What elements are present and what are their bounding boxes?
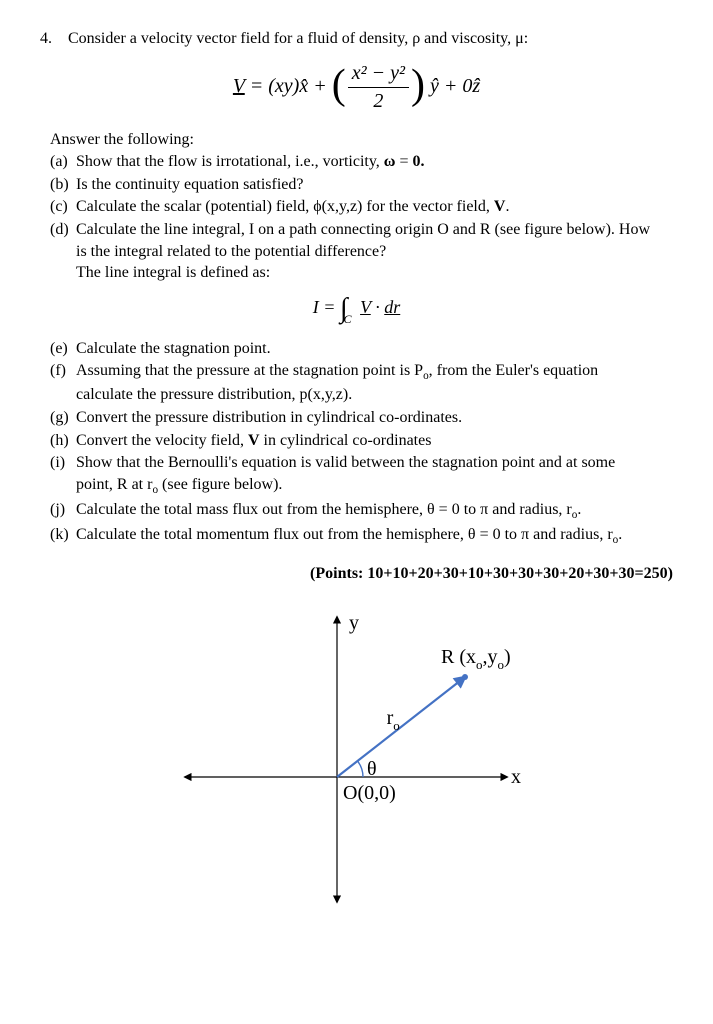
part-text: Assuming that the pressure at the stagna…: [76, 360, 673, 384]
part-row: (a)Show that the flow is irrotational, i…: [50, 151, 673, 173]
int-lhs: I =: [313, 297, 340, 317]
int-V: V: [356, 297, 371, 317]
part-continuation: The line integral is defined as:: [76, 262, 673, 284]
svg-text:x: x: [511, 766, 521, 788]
part-row: (j)Calculate the total mass flux out fro…: [50, 499, 673, 523]
coordinate-figure: y x O(0,0)θ ro R (xo,yo): [167, 602, 547, 912]
svg-text:ro: ro: [386, 707, 399, 733]
part-row: (d)Calculate the line integral, I on a p…: [50, 219, 673, 241]
eq-term1: (xy)x̂ +: [268, 75, 331, 97]
eq-frac-num: x² − y²: [348, 60, 409, 88]
part-text: Calculate the stagnation point.: [76, 338, 673, 360]
svg-text:y: y: [349, 612, 359, 634]
part-text: Convert the pressure distribution in cyl…: [76, 407, 673, 429]
part-label: (k): [50, 524, 76, 548]
part-label: (i): [50, 452, 76, 474]
part-text: Show that the Bernoulli's equation is va…: [76, 452, 673, 474]
part-label: (f): [50, 360, 76, 384]
part-label: (c): [50, 196, 76, 218]
part-continuation: calculate the pressure distribution, p(x…: [76, 384, 673, 406]
part-row: (c)Calculate the scalar (potential) fiel…: [50, 196, 673, 218]
question-number: 4.: [40, 28, 68, 50]
part-label: (h): [50, 430, 76, 452]
main-equation: V = (xy)x̂ + (x² − y²2) ŷ + 0ẑ: [40, 60, 673, 115]
part-text: Convert the velocity field, V in cylindr…: [76, 430, 673, 452]
part-label: (j): [50, 499, 76, 523]
eq-frac-den: 2: [348, 88, 409, 115]
parts-block-1: (a)Show that the flow is irrotational, i…: [50, 151, 673, 284]
int-dr: dr: [384, 297, 400, 317]
part-text: Show that the flow is irrotational, i.e.…: [76, 151, 673, 173]
part-row: (e)Calculate the stagnation point.: [50, 338, 673, 360]
int-V-sym: V: [360, 297, 371, 317]
part-continuation: point, R at ro (see figure below).: [76, 474, 673, 498]
eq-tail: ŷ + 0ẑ: [425, 75, 480, 97]
parts-block-2: (e)Calculate the stagnation point.(f)Ass…: [50, 338, 673, 549]
part-row: (b)Is the continuity equation satisfied?: [50, 174, 673, 196]
svg-text:θ: θ: [367, 758, 377, 780]
part-label: (d): [50, 219, 76, 241]
part-text: Calculate the line integral, I on a path…: [76, 219, 673, 241]
part-text: Calculate the scalar (potential) field, …: [76, 196, 673, 218]
eq-rparen: ): [411, 62, 425, 108]
part-row: (i)Show that the Bernoulli's equation is…: [50, 452, 673, 474]
svg-text:R (xo,yo): R (xo,yo): [441, 646, 511, 672]
part-text: Calculate the total mass flux out from t…: [76, 499, 673, 523]
part-text: Is the continuity equation satisfied?: [76, 174, 673, 196]
part-label: (a): [50, 151, 76, 173]
part-label: (e): [50, 338, 76, 360]
part-continuation: is the integral related to the potential…: [76, 241, 673, 263]
question-intro: Consider a velocity vector field for a f…: [68, 28, 528, 50]
eq-lparen: (: [332, 62, 346, 108]
integral-sub: C: [344, 312, 352, 326]
eq-fraction: x² − y²2: [348, 60, 409, 115]
eq-lhs-V: V: [233, 75, 245, 97]
part-label: (b): [50, 174, 76, 196]
integral-equation: I = ∫C V · dr: [40, 290, 673, 328]
part-row: (k)Calculate the total momentum flux out…: [50, 524, 673, 548]
figure-wrap: y x O(0,0)θ ro R (xo,yo): [40, 602, 673, 912]
part-row: (h)Convert the velocity field, V in cyli…: [50, 430, 673, 452]
part-row: (f)Assuming that the pressure at the sta…: [50, 360, 673, 384]
part-label: (g): [50, 407, 76, 429]
eq-sign: =: [245, 75, 269, 97]
answer-following: Answer the following:: [50, 129, 673, 151]
points-line: (Points: 10+10+20+30+10+30+30+30+20+30+3…: [40, 563, 673, 585]
part-text: Calculate the total momentum flux out fr…: [76, 524, 673, 548]
int-dot: ·: [371, 297, 385, 317]
part-row: (g)Convert the pressure distribution in …: [50, 407, 673, 429]
svg-text:O(0,0): O(0,0): [343, 782, 396, 804]
